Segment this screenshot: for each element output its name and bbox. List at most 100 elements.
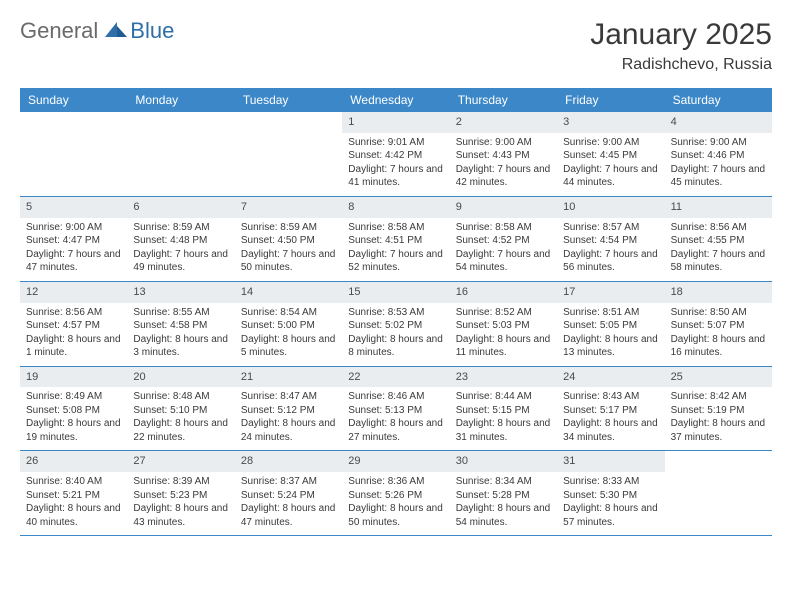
brand-text-general: General [20,18,98,44]
sunrise-text: Sunrise: 9:00 AM [671,136,766,150]
calendar-cell: 29Sunrise: 8:36 AMSunset: 5:26 PMDayligh… [342,451,449,535]
day-header-friday: Friday [557,88,664,112]
calendar-cell: 16Sunrise: 8:52 AMSunset: 5:03 PMDayligh… [450,282,557,366]
sunset-text: Sunset: 4:52 PM [456,234,551,248]
date-number: 17 [557,282,664,303]
calendar-cell [20,112,127,196]
date-number: 16 [450,282,557,303]
sunrise-text: Sunrise: 8:56 AM [26,306,121,320]
sunset-text: Sunset: 5:07 PM [671,319,766,333]
sunset-text: Sunset: 5:19 PM [671,404,766,418]
calendar-cell: 1Sunrise: 9:01 AMSunset: 4:42 PMDaylight… [342,112,449,196]
daylight-text: Daylight: 8 hours and 19 minutes. [26,417,121,444]
daylight-text: Daylight: 8 hours and 47 minutes. [241,502,336,529]
sunrise-text: Sunrise: 8:59 AM [133,221,228,235]
weeks-container: 1Sunrise: 9:01 AMSunset: 4:42 PMDaylight… [20,112,772,536]
cell-body: Sunrise: 8:56 AMSunset: 4:57 PMDaylight:… [20,303,127,366]
daylight-text: Daylight: 8 hours and 11 minutes. [456,333,551,360]
calendar-cell: 11Sunrise: 8:56 AMSunset: 4:55 PMDayligh… [665,197,772,281]
calendar-cell: 22Sunrise: 8:46 AMSunset: 5:13 PMDayligh… [342,367,449,451]
cell-body: Sunrise: 8:56 AMSunset: 4:55 PMDaylight:… [665,218,772,281]
cell-body: Sunrise: 8:57 AMSunset: 4:54 PMDaylight:… [557,218,664,281]
daylight-text: Daylight: 8 hours and 8 minutes. [348,333,443,360]
daylight-text: Daylight: 7 hours and 44 minutes. [563,163,658,190]
date-number: 27 [127,451,234,472]
brand-text-blue: Blue [130,18,174,44]
daylight-text: Daylight: 8 hours and 13 minutes. [563,333,658,360]
cell-body: Sunrise: 9:01 AMSunset: 4:42 PMDaylight:… [342,133,449,196]
calendar-cell: 23Sunrise: 8:44 AMSunset: 5:15 PMDayligh… [450,367,557,451]
sunrise-text: Sunrise: 9:00 AM [26,221,121,235]
sunrise-text: Sunrise: 8:56 AM [671,221,766,235]
sunset-text: Sunset: 5:05 PM [563,319,658,333]
day-header-tuesday: Tuesday [235,88,342,112]
daylight-text: Daylight: 7 hours and 45 minutes. [671,163,766,190]
sunrise-text: Sunrise: 8:46 AM [348,390,443,404]
day-header-saturday: Saturday [665,88,772,112]
daylight-text: Daylight: 7 hours and 47 minutes. [26,248,121,275]
sunrise-text: Sunrise: 8:58 AM [348,221,443,235]
sunset-text: Sunset: 5:10 PM [133,404,228,418]
daylight-text: Daylight: 8 hours and 54 minutes. [456,502,551,529]
cell-body: Sunrise: 8:44 AMSunset: 5:15 PMDaylight:… [450,387,557,450]
sunrise-text: Sunrise: 8:59 AM [241,221,336,235]
cell-body: Sunrise: 8:43 AMSunset: 5:17 PMDaylight:… [557,387,664,450]
cell-body: Sunrise: 8:52 AMSunset: 5:03 PMDaylight:… [450,303,557,366]
calendar-cell: 31Sunrise: 8:33 AMSunset: 5:30 PMDayligh… [557,451,664,535]
cell-body: Sunrise: 9:00 AMSunset: 4:47 PMDaylight:… [20,218,127,281]
date-number: 22 [342,367,449,388]
calendar-week: 5Sunrise: 9:00 AMSunset: 4:47 PMDaylight… [20,197,772,282]
calendar-cell: 28Sunrise: 8:37 AMSunset: 5:24 PMDayligh… [235,451,342,535]
cell-body: Sunrise: 8:54 AMSunset: 5:00 PMDaylight:… [235,303,342,366]
cell-body: Sunrise: 8:55 AMSunset: 4:58 PMDaylight:… [127,303,234,366]
date-number: 3 [557,112,664,133]
daylight-text: Daylight: 8 hours and 3 minutes. [133,333,228,360]
daylight-text: Daylight: 7 hours and 50 minutes. [241,248,336,275]
date-number: 1 [342,112,449,133]
cell-body: Sunrise: 8:36 AMSunset: 5:26 PMDaylight:… [342,472,449,535]
calendar-cell: 4Sunrise: 9:00 AMSunset: 4:46 PMDaylight… [665,112,772,196]
calendar-cell: 2Sunrise: 9:00 AMSunset: 4:43 PMDaylight… [450,112,557,196]
title-block: January 2025 Radishchevo, Russia [590,18,772,74]
sunrise-text: Sunrise: 8:42 AM [671,390,766,404]
date-number: 30 [450,451,557,472]
sunset-text: Sunset: 4:48 PM [133,234,228,248]
daylight-text: Daylight: 8 hours and 22 minutes. [133,417,228,444]
date-number: 9 [450,197,557,218]
sunrise-text: Sunrise: 9:01 AM [348,136,443,150]
calendar-cell: 9Sunrise: 8:58 AMSunset: 4:52 PMDaylight… [450,197,557,281]
cell-body: Sunrise: 8:58 AMSunset: 4:52 PMDaylight:… [450,218,557,281]
date-number: 6 [127,197,234,218]
sunrise-text: Sunrise: 8:49 AM [26,390,121,404]
cell-body: Sunrise: 8:50 AMSunset: 5:07 PMDaylight:… [665,303,772,366]
calendar-cell: 24Sunrise: 8:43 AMSunset: 5:17 PMDayligh… [557,367,664,451]
date-number: 21 [235,367,342,388]
sunset-text: Sunset: 4:58 PM [133,319,228,333]
sunrise-text: Sunrise: 8:48 AM [133,390,228,404]
sunset-text: Sunset: 5:26 PM [348,489,443,503]
date-number: 23 [450,367,557,388]
cell-body: Sunrise: 8:42 AMSunset: 5:19 PMDaylight:… [665,387,772,450]
daylight-text: Daylight: 8 hours and 27 minutes. [348,417,443,444]
date-number: 29 [342,451,449,472]
calendar-cell: 5Sunrise: 9:00 AMSunset: 4:47 PMDaylight… [20,197,127,281]
day-header-wednesday: Wednesday [342,88,449,112]
sunrise-text: Sunrise: 8:37 AM [241,475,336,489]
calendar-cell: 20Sunrise: 8:48 AMSunset: 5:10 PMDayligh… [127,367,234,451]
date-number: 31 [557,451,664,472]
calendar-cell: 6Sunrise: 8:59 AMSunset: 4:48 PMDaylight… [127,197,234,281]
date-number: 26 [20,451,127,472]
daylight-text: Daylight: 8 hours and 43 minutes. [133,502,228,529]
calendar-week: 26Sunrise: 8:40 AMSunset: 5:21 PMDayligh… [20,451,772,536]
header: General Blue January 2025 Radishchevo, R… [20,18,772,74]
sunset-text: Sunset: 5:28 PM [456,489,551,503]
calendar-cell: 27Sunrise: 8:39 AMSunset: 5:23 PMDayligh… [127,451,234,535]
location-label: Radishchevo, Russia [590,56,772,74]
calendar-cell: 30Sunrise: 8:34 AMSunset: 5:28 PMDayligh… [450,451,557,535]
sunrise-text: Sunrise: 8:58 AM [456,221,551,235]
cell-body: Sunrise: 8:48 AMSunset: 5:10 PMDaylight:… [127,387,234,450]
daylight-text: Daylight: 8 hours and 40 minutes. [26,502,121,529]
daylight-text: Daylight: 8 hours and 16 minutes. [671,333,766,360]
daylight-text: Daylight: 7 hours and 42 minutes. [456,163,551,190]
cell-body: Sunrise: 8:33 AMSunset: 5:30 PMDaylight:… [557,472,664,535]
